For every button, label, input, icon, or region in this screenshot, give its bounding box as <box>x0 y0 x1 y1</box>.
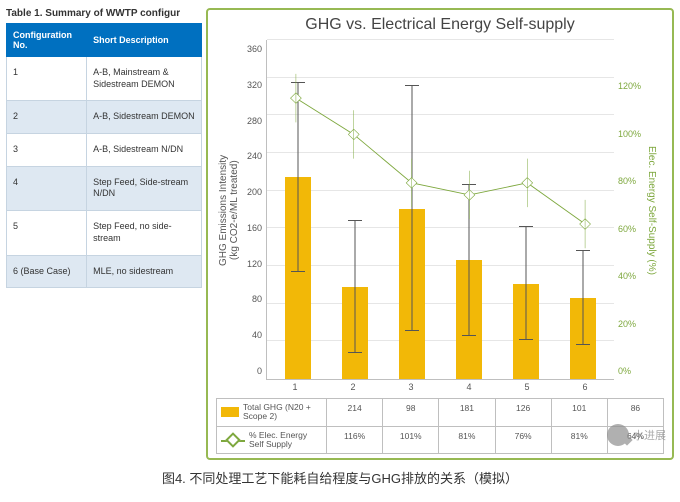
legend-bar-label: Total GHG (N20 + Scope 2) <box>243 403 322 422</box>
col-header-no: Configuration No. <box>7 24 87 57</box>
xtick: 4 <box>449 382 489 392</box>
table-row: 6 (Base Case)MLE, no sidestream <box>7 255 202 288</box>
chart-body: GHG Emissions Intensity(kg CO2-e/ML trea… <box>216 40 664 380</box>
ytick-right: 100% <box>618 129 644 139</box>
ytick-right: 40% <box>618 271 644 281</box>
y-axis-left: GHG Emissions Intensity(kg CO2-e/ML trea… <box>216 40 266 380</box>
figure-caption: 图4. 不同处理工艺下能耗自给程度与GHG排放的关系（模拟） <box>0 468 680 487</box>
x-ticks: 1 2 3 4 5 6 <box>266 382 614 392</box>
value-cell: 81% <box>439 427 495 454</box>
value-cell: 86 <box>608 399 663 426</box>
table-row: 3A-B, Sidestream N/DN <box>7 134 202 167</box>
x-axis: 1 2 3 4 5 6 <box>216 382 664 392</box>
xtick: 5 <box>507 382 547 392</box>
y-ticks-left: 360 320 280 240 200 160 120 80 40 0 <box>242 40 266 380</box>
value-cell: 76% <box>496 427 552 454</box>
xtick: 2 <box>333 382 373 392</box>
config-table-panel: Table 1. Summary of WWTP configur Config… <box>6 8 202 460</box>
cell-desc: Step Feed, no side-stream <box>87 211 202 255</box>
bar-slot <box>449 40 489 379</box>
bar-swatch-icon <box>221 407 239 417</box>
cell-no: 3 <box>7 134 87 167</box>
table-row: 1A-B, Mainstream & Sidestream DEMON <box>7 57 202 101</box>
y-ticks-right: 120% 100% 80% 60% 40% 20% 0% <box>614 40 644 380</box>
ytick-right: 120% <box>618 81 644 91</box>
legend-line-label: % Elec. Energy Self Supply <box>249 431 322 450</box>
table-title: Table 1. Summary of WWTP configur <box>6 8 202 19</box>
value-cell: 101% <box>383 427 439 454</box>
bar-slot <box>392 40 432 379</box>
bar-slot <box>506 40 546 379</box>
data-row-energy: % Elec. Energy Self Supply 116%101%81%76… <box>217 427 663 454</box>
cell-no: 6 (Base Case) <box>7 255 87 288</box>
ytick-left: 40 <box>242 330 262 340</box>
cell-no: 2 <box>7 101 87 134</box>
value-cell: 98 <box>383 399 439 426</box>
watermark-text: 水进展 <box>633 427 666 443</box>
cell-desc: Step Feed, Side-stream N/DN <box>87 166 202 210</box>
col-header-desc: Short Description <box>87 24 202 57</box>
chart-panel: GHG vs. Electrical Energy Self-supply GH… <box>206 8 674 460</box>
cell-no: 4 <box>7 166 87 210</box>
plot-area <box>266 40 614 380</box>
y-label-right: Elec. Energy Self-Supply (%) <box>644 40 659 380</box>
xtick: 1 <box>275 382 315 392</box>
cell-desc: A-B, Sidestream N/DN <box>87 134 202 167</box>
cell-no: 5 <box>7 211 87 255</box>
value-cell: 214 <box>327 399 383 426</box>
ytick-left: 360 <box>242 44 262 54</box>
ytick-left: 200 <box>242 187 262 197</box>
table-row: 2A-B, Sidestream DEMON <box>7 101 202 134</box>
main-container: Table 1. Summary of WWTP configur Config… <box>0 0 680 460</box>
cell-desc: A-B, Mainstream & Sidestream DEMON <box>87 57 202 101</box>
chat-bubble-icon <box>607 424 629 446</box>
legend-line: % Elec. Energy Self Supply <box>217 427 327 454</box>
bar-slot <box>563 40 603 379</box>
ytick-left: 280 <box>242 116 262 126</box>
bars-group <box>267 40 614 379</box>
table-row: 4Step Feed, Side-stream N/DN <box>7 166 202 210</box>
line-marker-icon <box>221 435 245 445</box>
ytick-left: 320 <box>242 80 262 90</box>
ytick-left: 80 <box>242 294 262 304</box>
xtick: 3 <box>391 382 431 392</box>
value-cell: 101 <box>552 399 608 426</box>
data-row-ghg: Total GHG (N20 + Scope 2) 21498181126101… <box>217 399 663 427</box>
chart-title: GHG vs. Electrical Energy Self-supply <box>216 16 664 34</box>
table-row: 5Step Feed, no side-stream <box>7 211 202 255</box>
ytick-left: 0 <box>242 366 262 376</box>
value-cell: 126 <box>496 399 552 426</box>
chart-data-table: Total GHG (N20 + Scope 2) 21498181126101… <box>216 398 664 454</box>
value-cell: 116% <box>327 427 383 454</box>
ytick-left: 160 <box>242 223 262 233</box>
ytick-right: 0% <box>618 366 644 376</box>
ytick-right: 60% <box>618 224 644 234</box>
ytick-right: 20% <box>618 319 644 329</box>
y-axis-right: 120% 100% 80% 60% 40% 20% 0% Elec. Energy Self… <box>614 40 664 380</box>
cell-desc: MLE, no sidestream <box>87 255 202 288</box>
config-table: Configuration No. Short Description 1A-B… <box>6 23 202 288</box>
bar-slot <box>335 40 375 379</box>
y-label-left: GHG Emissions Intensity(kg CO2-e/ML trea… <box>216 40 242 380</box>
cell-desc: A-B, Sidestream DEMON <box>87 101 202 134</box>
cell-no: 1 <box>7 57 87 101</box>
ytick-left: 120 <box>242 259 262 269</box>
watermark: 水进展 <box>607 424 666 446</box>
xtick: 6 <box>565 382 605 392</box>
value-cell: 181 <box>439 399 495 426</box>
value-cell: 81% <box>552 427 608 454</box>
bar-slot <box>278 40 318 379</box>
ytick-right: 80% <box>618 176 644 186</box>
ytick-left: 240 <box>242 151 262 161</box>
legend-bar: Total GHG (N20 + Scope 2) <box>217 399 327 426</box>
